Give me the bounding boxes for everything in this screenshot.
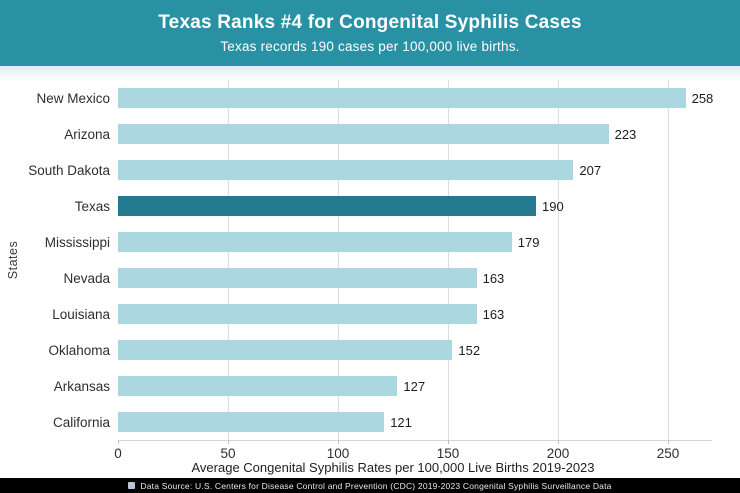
x-tick-label: 100 — [326, 446, 350, 461]
bar — [118, 124, 609, 144]
chart-row: Texas 190 — [0, 188, 740, 224]
x-tick-mark — [558, 440, 559, 444]
x-axis-label: Average Congenital Syphilis Rates per 10… — [191, 460, 595, 475]
category-label: Texas — [74, 198, 110, 214]
bar — [118, 268, 477, 288]
bar-area: 127 — [118, 376, 740, 396]
x-tick-label: 200 — [546, 446, 570, 461]
value-label: 152 — [458, 342, 481, 358]
x-tick-label: 250 — [656, 446, 680, 461]
bar-area: 207 — [118, 160, 740, 180]
bar — [118, 196, 536, 216]
y-axis-label: States — [6, 240, 20, 280]
x-tick-mark — [668, 440, 669, 444]
source-footer: Data Source: U.S. Centers for Disease Co… — [0, 478, 740, 493]
x-tick-mark — [228, 440, 229, 444]
category-label: South Dakota — [28, 162, 110, 178]
bar-area: 190 — [118, 196, 740, 216]
chart-row: Arizona 223 — [0, 116, 740, 152]
gridline — [448, 80, 449, 440]
value-label: 207 — [579, 162, 602, 178]
x-tick-label: 0 — [114, 446, 122, 461]
gridline — [668, 80, 669, 440]
bar — [118, 232, 512, 252]
bar-area: 163 — [118, 268, 740, 288]
chart-subtitle: Texas records 190 cases per 100,000 live… — [220, 38, 520, 54]
x-tick-mark — [118, 440, 119, 444]
chart-row: Oklahoma 152 — [0, 332, 740, 368]
bar-area: 223 — [118, 124, 740, 144]
bar — [118, 304, 477, 324]
gridline — [338, 80, 339, 440]
bar-area: 163 — [118, 304, 740, 324]
category-label: California — [52, 414, 110, 430]
gridline — [228, 80, 229, 440]
bar-area: 121 — [118, 412, 740, 432]
chart-row: California 121 — [0, 404, 740, 440]
value-label: 190 — [542, 198, 564, 214]
category-label: Mississippi — [44, 234, 110, 250]
category-label: Arkansas — [53, 378, 110, 394]
data-source-square-icon — [128, 482, 136, 489]
value-label: 258 — [691, 90, 714, 106]
x-tick-label: 50 — [220, 446, 236, 461]
chart-row: Nevada 163 — [0, 260, 740, 296]
x-tick-mark — [448, 440, 449, 444]
value-label: 127 — [403, 378, 426, 394]
chart-row: Arkansas 127 — [0, 368, 740, 404]
bar — [118, 160, 574, 180]
bar-area: 152 — [118, 340, 740, 360]
chart-row: Mississippi 179 — [0, 224, 740, 260]
bar-chart: New Mexico 258 Arizona 223 South Dakota … — [0, 80, 740, 478]
bar-rows: New Mexico 258 Arizona 223 South Dakota … — [0, 80, 740, 440]
bar-area: 258 — [118, 88, 740, 108]
value-label: 223 — [614, 126, 637, 142]
bar — [118, 88, 686, 108]
chart-title: Texas Ranks #4 for Congenital Syphilis C… — [158, 12, 582, 34]
data-source-text: Data Source: U.S. Centers for Disease Co… — [140, 480, 612, 491]
gridline — [558, 80, 559, 440]
header-fade-divider — [0, 66, 740, 80]
value-label: 163 — [482, 306, 505, 322]
value-label: 163 — [482, 270, 505, 286]
bar — [118, 376, 398, 396]
value-label: 179 — [517, 234, 540, 250]
category-label: Nevada — [63, 270, 110, 286]
bar-area: 179 — [118, 232, 740, 252]
category-label: Oklahoma — [48, 342, 110, 358]
x-axis-line — [118, 440, 712, 441]
value-label: 121 — [390, 414, 412, 430]
x-tick-label: 150 — [436, 446, 460, 461]
category-label: New Mexico — [36, 90, 110, 106]
chart-row: New Mexico 258 — [0, 80, 740, 116]
chart-header: Texas Ranks #4 for Congenital Syphilis C… — [0, 0, 740, 66]
category-label: Louisiana — [52, 306, 110, 322]
bar — [118, 412, 385, 432]
category-label: Arizona — [64, 126, 110, 142]
chart-row: South Dakota 207 — [0, 152, 740, 188]
x-tick-mark — [338, 440, 339, 444]
chart-row: Louisiana 163 — [0, 296, 740, 332]
bar — [118, 340, 453, 360]
